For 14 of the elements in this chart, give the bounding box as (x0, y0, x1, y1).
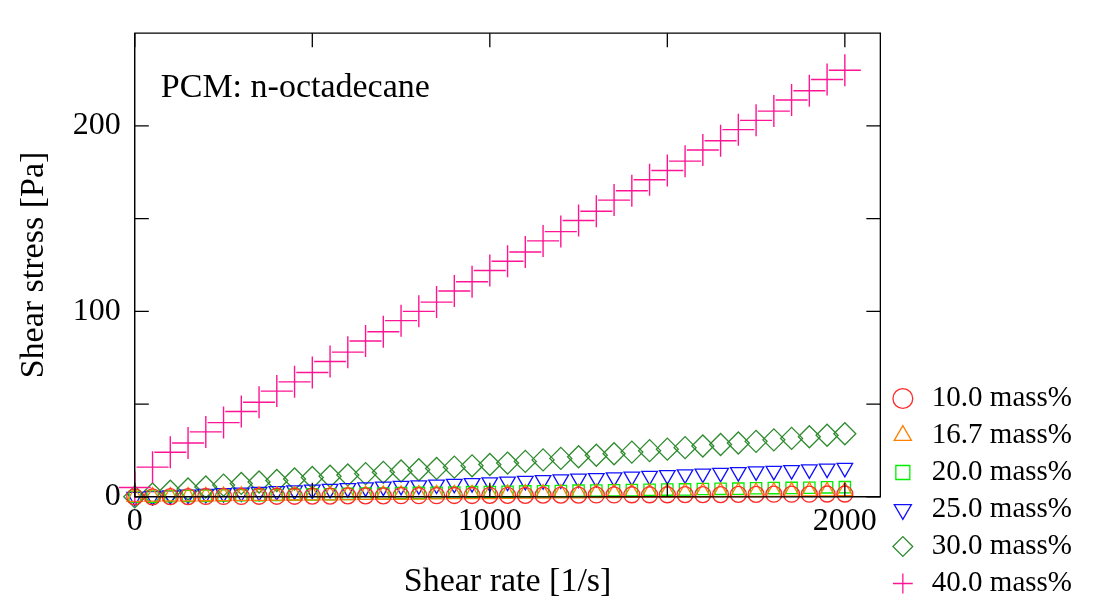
legend-label: 25.0 mass% (931, 491, 1073, 524)
legend-label: 16.7 mass% (931, 417, 1073, 450)
y-tick-label: 0 (104, 476, 121, 513)
legend-label: 40.0 mass% (931, 565, 1073, 598)
y-axis-title: Shear stress [Pa] (13, 151, 51, 379)
x-tick-label: 2000 (812, 501, 877, 538)
legend-label: 10.0 mass% (931, 380, 1073, 413)
annotation: PCM: n-octadecane (160, 67, 430, 105)
x-tick-label: 1000 (457, 501, 522, 538)
legend-label: 20.0 mass% (931, 454, 1073, 487)
legend-label: 30.0 mass% (931, 528, 1073, 561)
y-tick-label: 200 (72, 105, 121, 142)
y-tick-label: 100 (72, 290, 121, 327)
x-axis-title: Shear rate [1/s] (403, 560, 612, 598)
